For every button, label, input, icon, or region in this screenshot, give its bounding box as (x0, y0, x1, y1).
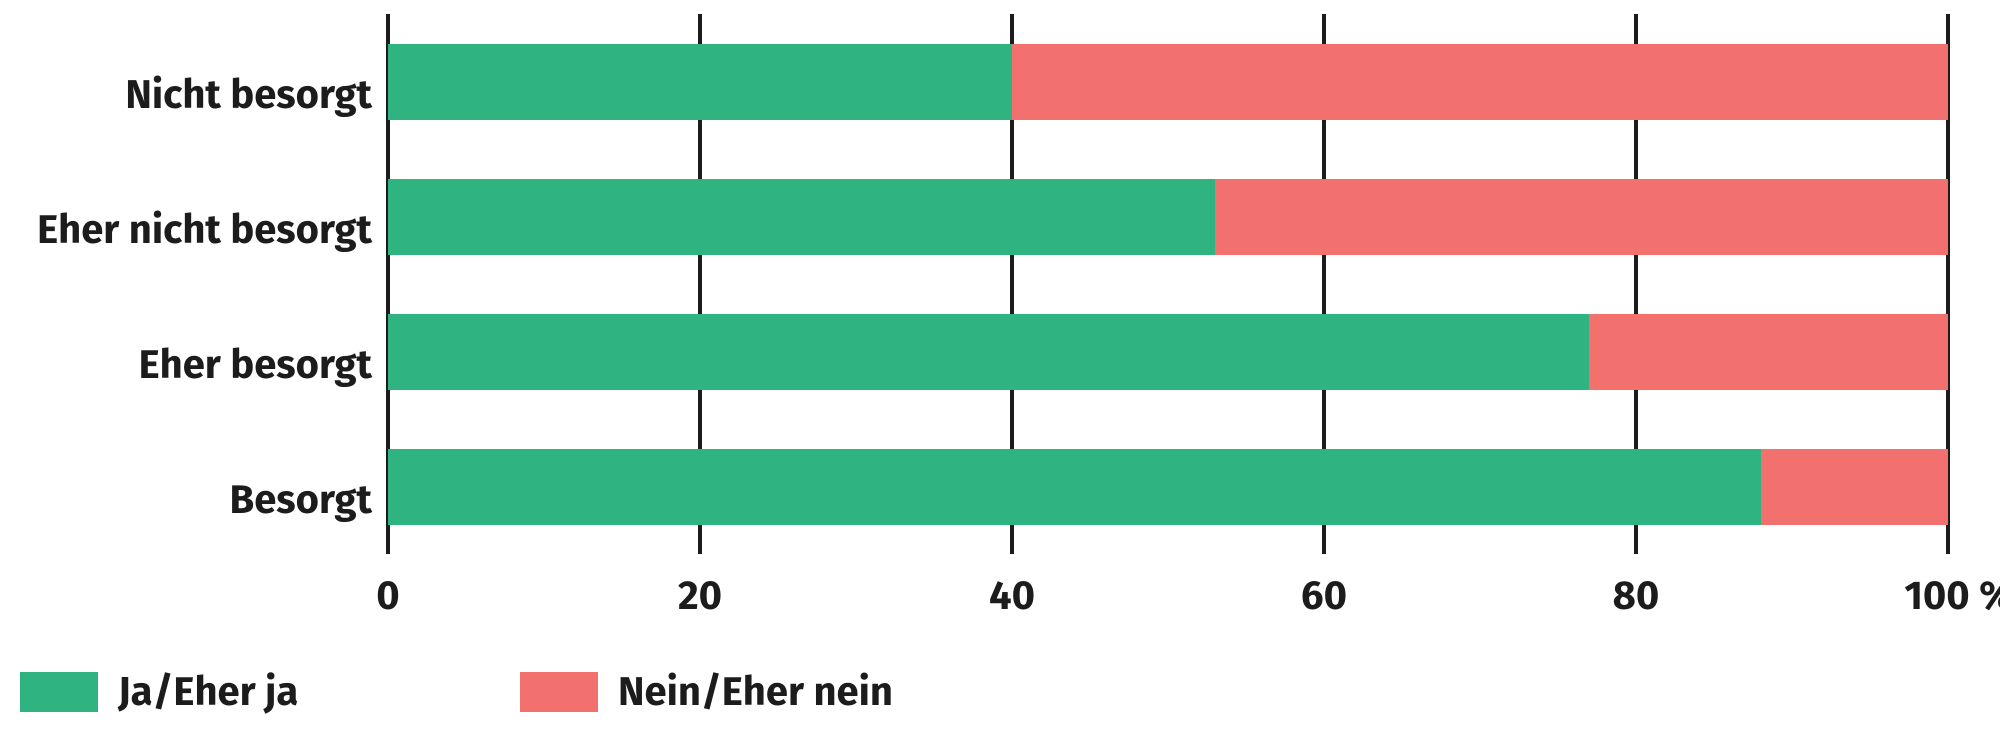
x-axis-tick-label: 60 (1301, 572, 1347, 620)
bars-container (388, 14, 1948, 554)
bar-segment-no (1012, 44, 1948, 120)
y-axis-label: Nicht besorgt (125, 71, 372, 119)
x-axis-tick-label: 20 (678, 572, 722, 620)
x-axis-tick-label: 100 % (1904, 572, 2000, 620)
bar-row (388, 449, 1948, 525)
plot-area (388, 14, 1948, 554)
bar-segment-no (1589, 314, 1948, 390)
bar-row (388, 44, 1948, 120)
stacked-bar-chart: Nicht besorgt Eher nicht besorgt Eher beso… (0, 0, 2000, 735)
x-axis-tick-label: 80 (1613, 572, 1660, 620)
legend-label: Nein/Eher nein (618, 668, 893, 716)
bar-segment-yes (388, 449, 1761, 525)
legend-swatch (20, 672, 98, 712)
y-axis-label: Besorgt (230, 476, 372, 524)
y-axis-label: Eher nicht besorgt (37, 206, 372, 254)
x-axis-tick-label: 40 (989, 572, 1035, 620)
bar-segment-yes (388, 314, 1589, 390)
x-axis-tick-label: 0 (376, 572, 399, 620)
bar-segment-no (1215, 179, 1948, 255)
y-axis-label: Eher besorgt (139, 341, 372, 389)
legend-swatch (520, 672, 598, 712)
bar-row (388, 179, 1948, 255)
bar-segment-yes (388, 44, 1012, 120)
bar-row (388, 314, 1948, 390)
bar-segment-no (1761, 449, 1948, 525)
bar-segment-yes (388, 179, 1215, 255)
legend-item: Nein/Eher nein (520, 668, 893, 716)
legend-item: Ja/Eher ja (20, 668, 298, 716)
legend-label: Ja/Eher ja (118, 668, 298, 716)
